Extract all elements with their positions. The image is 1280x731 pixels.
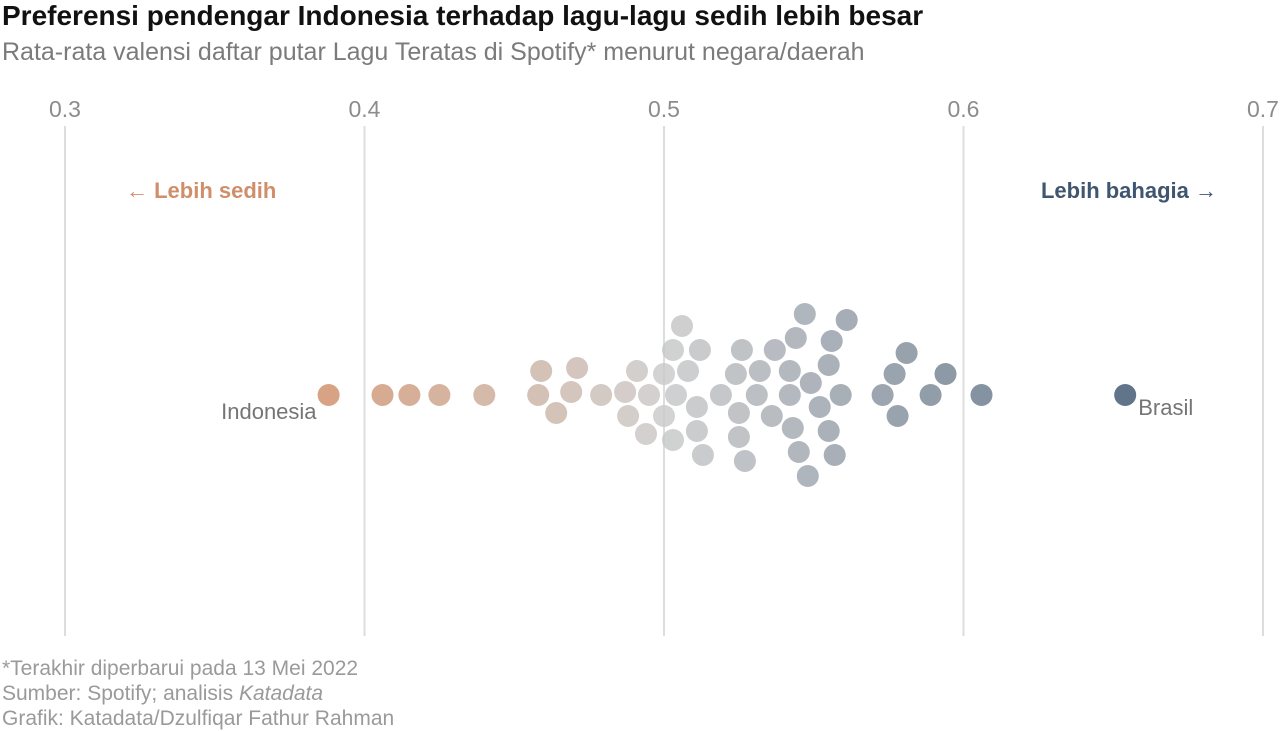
data-points [317, 303, 1137, 487]
data-point [545, 402, 568, 424]
footer-source-italic: Katadata [238, 682, 324, 705]
x-tick-label: 0.5 [648, 96, 680, 122]
data-point [665, 384, 687, 406]
data-point [635, 423, 657, 445]
data-point [730, 339, 753, 361]
data-point [820, 330, 843, 352]
data-point [934, 363, 957, 385]
data-point [970, 384, 993, 406]
data-point [685, 420, 708, 442]
data-point [473, 384, 496, 406]
data-point [799, 372, 822, 394]
data-point [781, 417, 804, 439]
data-point [709, 384, 732, 406]
footer-credit: Grafik: Katadata/Dzulfiqar Fathur Rahman [2, 707, 395, 730]
data-point [560, 381, 583, 403]
data-point [763, 339, 786, 361]
data-point [662, 339, 684, 361]
beeswarm-chart: 0.3 0.4 0.5 0.6 0.7 ← Lebih sedih Lebih baha… [49, 96, 1279, 636]
data-point [835, 309, 858, 331]
footer: *Terakhir diperbarui pada 13 Mei 2022 Su… [2, 656, 394, 731]
annotation-sadder: ← Lebih sedih [126, 178, 276, 203]
data-point [530, 360, 553, 382]
data-point [817, 420, 840, 442]
data-point [617, 405, 640, 427]
data-point [787, 441, 810, 463]
x-tick-label: 0.3 [49, 96, 81, 122]
label-brasil: Brasil [1138, 395, 1193, 420]
footer-source: Sumber: Spotify; analisis Katadata [2, 681, 394, 706]
data-point [895, 342, 918, 364]
data-point [745, 384, 768, 406]
data-point [778, 384, 801, 406]
data-point [371, 384, 394, 406]
data-point [688, 339, 711, 361]
label-indonesia: Indonesia [221, 399, 317, 424]
data-point [733, 450, 756, 472]
data-point [760, 405, 783, 427]
data-point [817, 354, 840, 376]
chart-subtitle: Rata-rata valensi daftar putar Lagu Tera… [2, 38, 865, 66]
data-point [796, 465, 819, 487]
data-point [883, 363, 906, 385]
chart-title: Preferensi pendengar Indonesia terhadap … [2, 0, 924, 31]
data-point [614, 381, 637, 403]
data-point [727, 402, 750, 424]
data-point [871, 384, 894, 406]
data-point [626, 360, 648, 382]
data-point [724, 363, 747, 385]
data-point [398, 384, 421, 406]
data-point [685, 396, 708, 418]
x-tick-label: 0.4 [349, 96, 381, 122]
data-point [784, 327, 807, 349]
data-point [428, 384, 451, 406]
data-point [662, 429, 684, 451]
data-point [317, 384, 340, 406]
data-point [653, 405, 675, 427]
x-axis-ticks: 0.3 0.4 0.5 0.6 0.7 [49, 96, 1279, 122]
x-tick-label: 0.6 [948, 96, 980, 122]
data-point [671, 315, 693, 337]
data-point [748, 360, 771, 382]
x-tick-label: 0.7 [1247, 96, 1279, 122]
data-point [829, 384, 852, 406]
data-point [638, 384, 660, 406]
footer-source-prefix: Sumber: Spotify; analisis [2, 682, 239, 705]
annotation-happier: Lebih bahagia → [1041, 178, 1217, 203]
data-point [590, 384, 613, 406]
data-point [919, 384, 942, 406]
data-point [653, 363, 675, 385]
data-point [886, 405, 909, 427]
data-point [677, 360, 699, 382]
data-point [793, 303, 816, 325]
data-point [727, 426, 750, 448]
footer-note: *Terakhir diperbarui pada 13 Mei 2022 [2, 657, 359, 680]
data-point [691, 444, 714, 466]
data-point [823, 444, 846, 466]
data-point [808, 396, 831, 418]
data-point [527, 384, 550, 406]
data-point [566, 357, 589, 379]
data-point [778, 360, 801, 382]
data-point [1114, 384, 1137, 406]
